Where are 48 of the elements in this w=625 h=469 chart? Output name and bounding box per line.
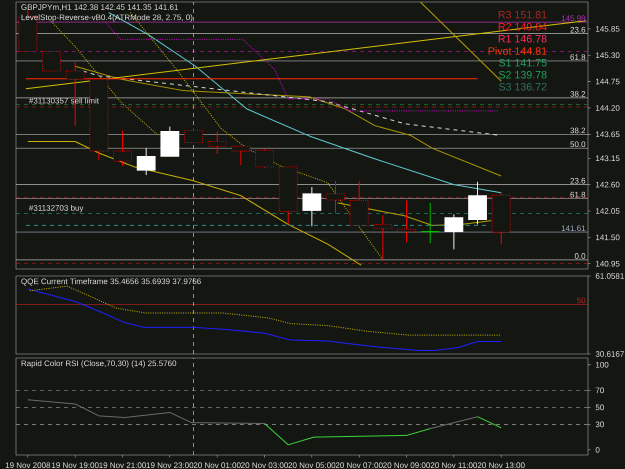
x-tick-label: 20 Nov 01:00 xyxy=(194,462,241,468)
annotation: R3 151.81 xyxy=(498,10,547,18)
y-tick-label: 143.15 xyxy=(596,155,620,162)
annotation: 0.0 xyxy=(574,253,586,259)
y-tick-label: 50 xyxy=(596,404,604,410)
annotation: #31132703 buy xyxy=(28,204,84,212)
y-tick-label: 141.50 xyxy=(596,234,620,240)
chart-title: Rapid Color RSI (Close,70,30) (14) 25.5760 xyxy=(22,360,176,368)
chart-title: QQE Current Timeframe 35.4656 35.6939 37.9766 xyxy=(21,278,201,286)
annotation: S3 136.72 xyxy=(498,82,547,90)
y-tick-label: 144.20 xyxy=(596,105,620,111)
ref-line-label: 145.99 xyxy=(562,15,586,22)
annotation: 38.2 xyxy=(570,91,586,97)
y-tick-label: 142.60 xyxy=(596,182,620,188)
y-tick-label: 140.95 xyxy=(596,260,620,267)
annotation: 61.8 xyxy=(570,192,586,198)
annotation: 38.2 xyxy=(570,128,586,134)
y-tick-label: 100 xyxy=(596,362,608,368)
x-tick-label: 20 Nov 11:00 xyxy=(430,462,478,468)
ref-line-label: 141.61 xyxy=(562,225,586,232)
y-tick-label: 61.0581 xyxy=(596,273,624,279)
annotation: 23.6 xyxy=(570,26,586,33)
annotation: Pivot 144.81 xyxy=(488,46,547,55)
x-tick-label: 19 Nov 2008 xyxy=(6,462,50,468)
x-tick-label: 20 Nov 03:00 xyxy=(241,462,288,468)
y-tick-label: 30 xyxy=(596,422,604,428)
y-tick-label: 70 xyxy=(596,388,604,394)
x-tick-label: 20 Nov 09:00 xyxy=(383,462,430,468)
x-tick-label: 19 Nov 21:00 xyxy=(99,462,146,468)
y-tick-label: 145.30 xyxy=(596,52,620,58)
y-tick-label: 142.05 xyxy=(596,208,620,214)
chart-title: GBPJPYm,H1 142.38 142.45 141.35 141.61 xyxy=(21,4,178,11)
annotation: R1 146.78 xyxy=(498,34,547,42)
y-tick-label: 145.85 xyxy=(596,26,620,32)
x-tick-label: 20 Nov 05:00 xyxy=(288,462,336,468)
y-tick-label: 30.6167 xyxy=(596,351,624,357)
annotation: 23.6 xyxy=(570,178,586,184)
y-tick-label: 0 xyxy=(596,447,600,453)
ref-line-label: 50 xyxy=(577,298,586,304)
annotation: S2 139.78 xyxy=(498,70,547,78)
y-tick-label: 143.65 xyxy=(596,131,620,138)
x-tick-label: 19 Nov 19:00 xyxy=(52,462,99,468)
annotation: 50.0 xyxy=(570,141,586,148)
annotation: 61.8 xyxy=(570,54,586,60)
x-tick-label: 19 Nov 23:00 xyxy=(146,462,194,468)
y-tick-label: 144.75 xyxy=(596,78,620,84)
x-tick-label: 20 Nov 07:00 xyxy=(336,462,383,468)
x-tick-label: 20 Nov 13:00 xyxy=(478,462,525,468)
